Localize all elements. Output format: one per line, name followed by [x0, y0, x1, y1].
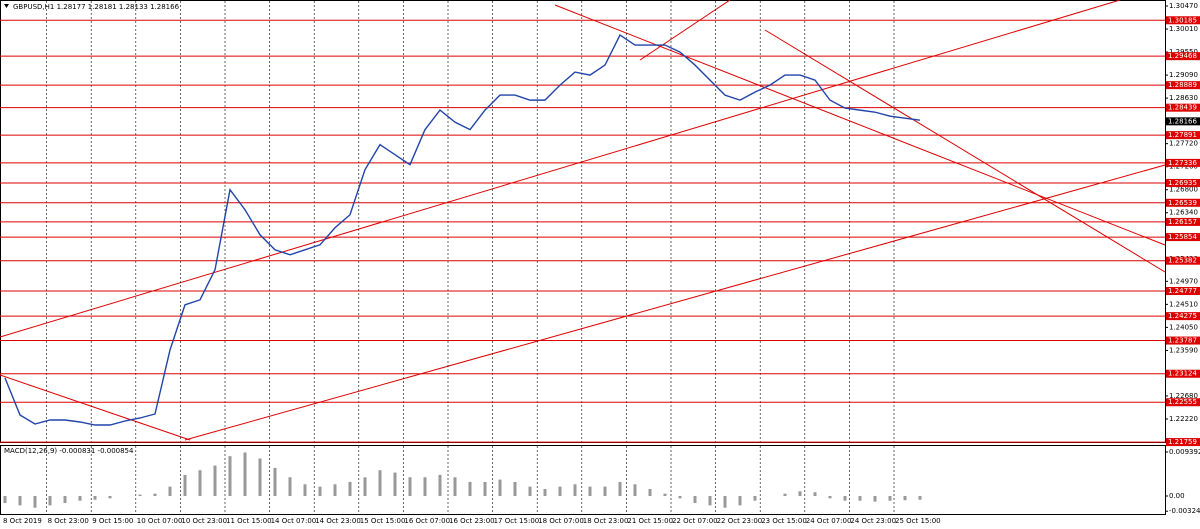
level-label-box: [1166, 81, 1200, 90]
current-price-label: 1.28166: [1168, 117, 1197, 125]
time-label: 16 Oct 23:00: [449, 517, 495, 525]
level-label: 1.28439: [1168, 104, 1197, 112]
level-label: 1.26157: [1168, 218, 1197, 226]
time-label: 25 Oct 15:00: [895, 517, 941, 525]
level-label: 1.27891: [1168, 131, 1197, 139]
level-label-box: [1166, 312, 1200, 321]
time-label: 22 Oct 07:00: [672, 517, 718, 525]
level-label: 1.23787: [1168, 337, 1197, 345]
trendline: [764, 29, 1166, 273]
level-label: 1.29468: [1168, 52, 1197, 60]
trendline: [0, 374, 191, 441]
price-tick-label: 1.24050: [1169, 323, 1198, 331]
macd-header: MACD(12,26,9) -0.000831 -0.000854: [4, 447, 134, 455]
time-label: 18 Oct 23:00: [583, 517, 629, 525]
level-label: 1.26539: [1168, 199, 1197, 207]
time-label: 18 Oct 07:00: [538, 517, 584, 525]
level-label-box: [1166, 369, 1200, 378]
price-tick-label: 1.22220: [1169, 415, 1198, 423]
price-tick-label: 1.23590: [1169, 346, 1198, 354]
time-label: 8 Oct 23:00: [48, 517, 89, 525]
level-label: 1.21759: [1168, 438, 1197, 446]
macd-tick-label: -0.003247: [1169, 507, 1200, 515]
time-label: 10 Oct 07:00: [137, 517, 183, 525]
price-tick-label: 1.30470: [1169, 2, 1198, 10]
macd-tick-label: 0.00: [1169, 492, 1185, 500]
time-label: 14 Oct 23:00: [315, 517, 361, 525]
panel-arrow: [4, 4, 9, 8]
current-price-box: [1166, 117, 1200, 126]
level-label-box: [1166, 286, 1200, 295]
time-label: 15 Oct 15:00: [360, 517, 406, 525]
time-label: 8 Oct 2019: [3, 517, 42, 525]
level-label-box: [1166, 336, 1200, 345]
price-tick-label: 1.26340: [1169, 209, 1198, 217]
level-label: 1.30185: [1168, 16, 1197, 24]
level-label-box: [1166, 256, 1200, 265]
level-label-box: [1166, 158, 1200, 167]
level-label-box: [1166, 233, 1200, 242]
level-label: 1.27336: [1168, 159, 1197, 167]
price-tick-label: 1.22680: [1169, 392, 1198, 400]
price-tick-label: 1.30010: [1169, 25, 1198, 33]
time-label: 14 Oct 07:00: [271, 517, 317, 525]
macd-tick-label: 0.009392: [1169, 448, 1200, 456]
price-line: [4, 34, 921, 426]
time-label: 24 Oct 07:00: [806, 517, 852, 525]
price-tick-label: 1.24510: [1169, 300, 1198, 308]
trendline: [639, 0, 731, 61]
macd-panel-frame: [0, 445, 1166, 515]
trendline: [184, 164, 1166, 441]
price-tick-label: 1.27720: [1169, 140, 1198, 148]
time-label: 9 Oct 15:00: [92, 517, 133, 525]
level-label-box: [1166, 217, 1200, 226]
time-label: 17 Oct 15:00: [494, 517, 540, 525]
price-tick-label: 1.28630: [1169, 94, 1198, 102]
price-tick-label: 1.29090: [1169, 71, 1198, 79]
level-label-box: [1166, 131, 1200, 140]
symbol-header: GBPUSD,H1 1.28177 1.28181 1.28133 1.2816…: [13, 3, 180, 11]
level-label: 1.24275: [1168, 312, 1197, 320]
level-label: 1.26935: [1168, 179, 1197, 187]
level-label-box: [1166, 16, 1200, 25]
level-label-box: [1166, 398, 1200, 407]
level-label: 1.22555: [1168, 398, 1197, 406]
level-label: 1.28889: [1168, 81, 1197, 89]
level-label: 1.23124: [1168, 370, 1197, 378]
level-label-box: [1166, 178, 1200, 187]
time-label: 10 Oct 23:00: [181, 517, 227, 525]
time-label: 24 Oct 23:00: [850, 517, 896, 525]
time-label: 16 Oct 07:00: [404, 517, 450, 525]
price-tick-label: 1.26800: [1169, 186, 1198, 194]
time-label: 11 Oct 15:00: [226, 517, 272, 525]
level-label-box: [1166, 52, 1200, 61]
level-label: 1.25382: [1168, 257, 1197, 265]
level-label: 1.25854: [1168, 233, 1197, 241]
time-label: 23 Oct 15:00: [761, 517, 807, 525]
level-label-box: [1166, 103, 1200, 112]
price-tick-label: 1.24970: [1169, 277, 1198, 285]
level-label-box: [1166, 438, 1200, 447]
level-label: 1.24777: [1168, 287, 1197, 295]
time-label: 21 Oct 15:00: [627, 517, 673, 525]
time-label: 22 Oct 23:00: [717, 517, 763, 525]
level-label-box: [1166, 198, 1200, 207]
price-tick-label: 1.29550: [1169, 48, 1198, 56]
